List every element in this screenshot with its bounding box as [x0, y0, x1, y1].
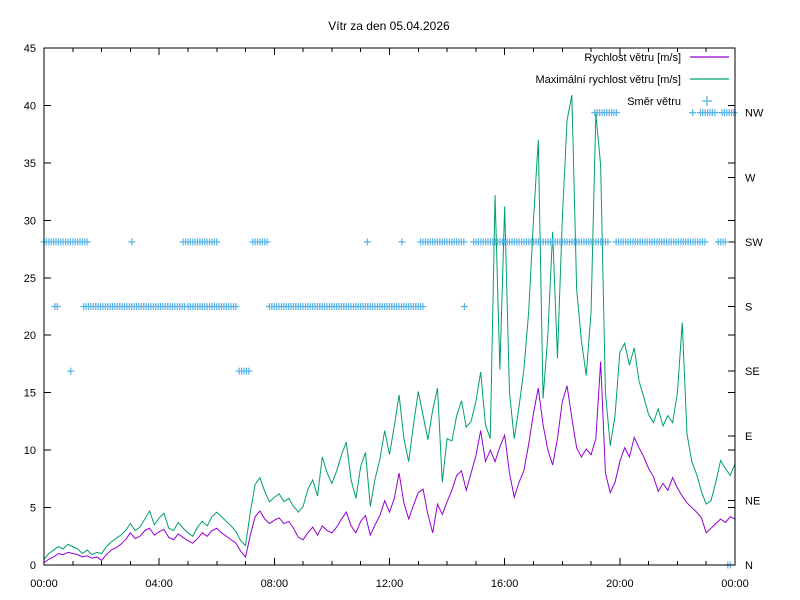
y-tick-label: 35	[24, 158, 36, 170]
y2-direction-label: S	[745, 302, 752, 314]
direction-markers-S	[184, 303, 240, 310]
y2-direction-label: N	[745, 560, 753, 572]
y-tick-label: 45	[24, 43, 36, 55]
axes: 00:00 04:00 08:00 12:00 16:00 20:00 00:00 0 5 10 1…	[24, 43, 764, 590]
x-tick-label: 04:00	[145, 578, 173, 590]
y-tick-label: 20	[24, 330, 36, 342]
direction-markers-NW	[689, 109, 697, 117]
direction-markers-SW	[417, 238, 468, 246]
x-tick-label: 20:00	[606, 578, 634, 590]
y2-direction-label: E	[745, 431, 752, 443]
direction-markers-SW	[128, 238, 136, 246]
series-line-max_speed	[43, 95, 736, 560]
legend-label-speed: Rychlost větru [m/s]	[584, 52, 681, 64]
y2-direction-label: SE	[745, 366, 760, 378]
legend-label-direction: Směr větru	[627, 96, 681, 108]
x-tick-label: 00:00	[30, 578, 58, 590]
direction-markers-SW	[363, 238, 371, 246]
legend-sample-direction-marker	[702, 96, 712, 106]
direction-markers-S	[80, 303, 188, 310]
y-tick-label: 25	[24, 273, 36, 285]
x-tick-label: 00:00	[721, 578, 749, 590]
direction-markers-SE	[235, 367, 253, 375]
y-tick-label: 30	[24, 215, 36, 227]
direction-markers-SW	[714, 238, 729, 246]
y2-direction-label: NE	[745, 495, 760, 507]
y-tick-label: 0	[30, 560, 36, 572]
direction-markers-SE	[67, 367, 75, 375]
direction-markers-SW	[40, 238, 91, 246]
direction-markers-NW	[718, 109, 738, 117]
direction-markers-S	[51, 303, 61, 310]
direction-markers-S	[265, 303, 427, 310]
x-tick-label: 08:00	[261, 578, 289, 590]
legend: Rychlost větru [m/s] Maximální rychlost …	[536, 52, 729, 108]
chart-title: Vítr za den 05.04.2026	[328, 19, 450, 33]
direction-markers-SW	[612, 238, 709, 246]
direction-markers-NW	[591, 109, 620, 117]
y2-direction-label: W	[745, 172, 756, 184]
y-tick-label: 5	[30, 503, 36, 515]
x-tick-label: 12:00	[376, 578, 404, 590]
plot-area	[40, 95, 738, 569]
y-tick-label: 40	[24, 100, 36, 112]
direction-markers-SW	[249, 238, 271, 246]
direction-markers-S	[460, 303, 468, 310]
direction-markers-SW	[179, 238, 221, 246]
plot-border	[43, 47, 736, 566]
x-tick-label: 16:00	[491, 578, 519, 590]
series-line-speed	[43, 361, 736, 564]
direction-markers-SW	[398, 238, 406, 246]
y2-direction-label: NW	[745, 108, 764, 120]
y-tick-label: 15	[24, 388, 36, 400]
direction-markers-SW	[470, 238, 612, 246]
direction-markers-NW	[697, 109, 719, 117]
y-tick-label: 10	[24, 445, 36, 457]
legend-label-max-speed: Maximální rychlost větru [m/s]	[536, 74, 681, 86]
y2-direction-label: SW	[745, 237, 763, 249]
